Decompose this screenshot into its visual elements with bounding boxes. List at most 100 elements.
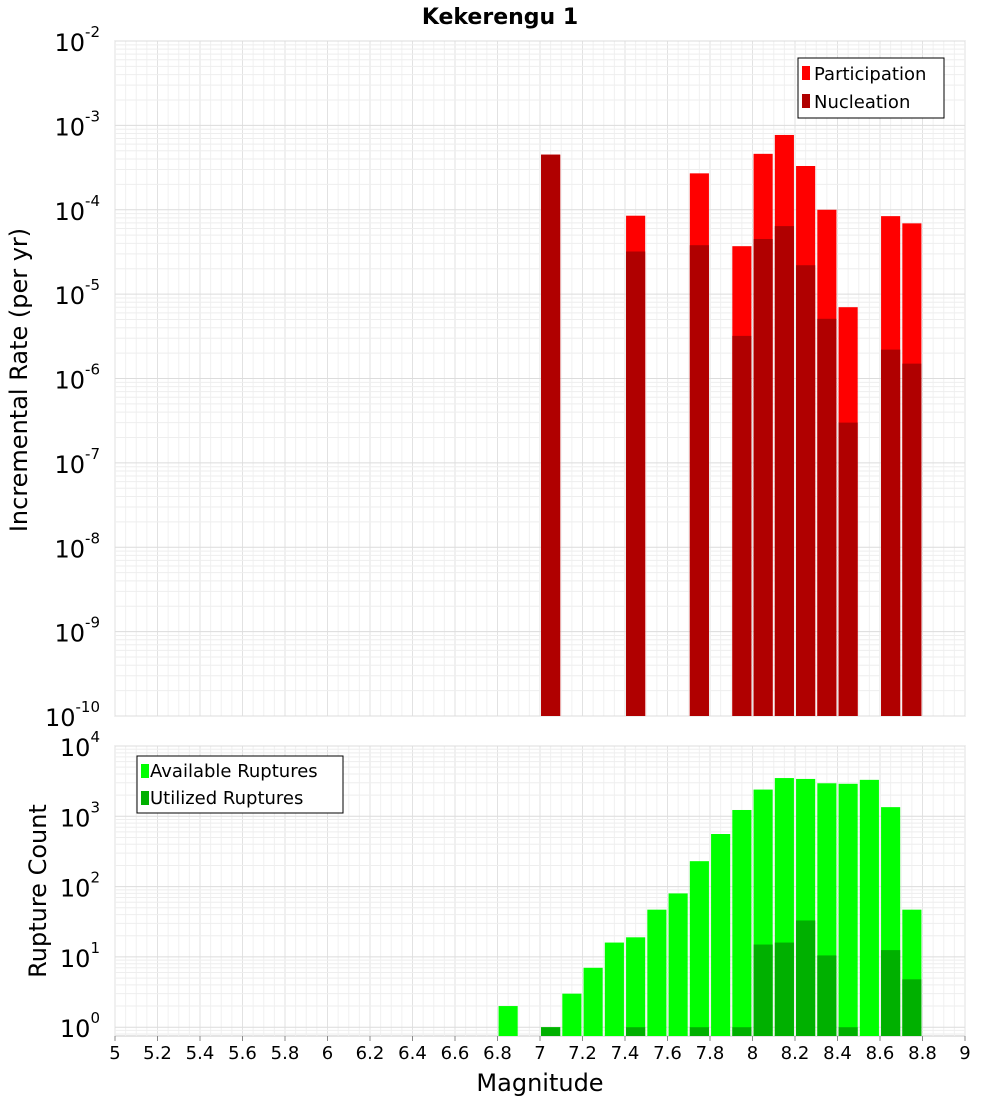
available-ruptures-bar xyxy=(647,909,667,1036)
x-tick-label: 5.8 xyxy=(271,1043,300,1064)
y-tick-label: 104 xyxy=(60,728,100,762)
y-tick-label: 10-7 xyxy=(54,445,100,479)
y-tick-label: 10-6 xyxy=(54,361,100,395)
y-tick-exponent: -7 xyxy=(85,445,100,463)
y-tick-label: 101 xyxy=(60,939,100,973)
x-tick-label: 6.6 xyxy=(441,1043,470,1064)
y-tick-exponent: -10 xyxy=(76,698,101,716)
available-ruptures-bar xyxy=(689,861,709,1036)
nucleation-bar xyxy=(817,318,837,716)
utilized-ruptures-bar xyxy=(774,942,794,1036)
nucleation-bar xyxy=(881,349,901,716)
y-tick-label: 10-5 xyxy=(54,276,100,310)
utilized-ruptures-bar xyxy=(796,920,816,1036)
y-tick-base: 10 xyxy=(54,367,85,395)
available-ruptures-bar xyxy=(562,993,582,1036)
x-tick-label: 7 xyxy=(534,1043,545,1064)
nucleation-bar xyxy=(774,226,794,716)
utilized-ruptures-bar xyxy=(732,1027,752,1036)
available-ruptures-bar xyxy=(732,809,752,1036)
y-tick-label: 103 xyxy=(60,798,100,832)
x-tick-label: 5.2 xyxy=(143,1043,172,1064)
x-tick-label: 9 xyxy=(959,1043,970,1064)
y-tick-label: 10-8 xyxy=(54,529,100,563)
bottom-bars xyxy=(498,778,922,1036)
nucleation-bar xyxy=(541,154,561,716)
legend-available-swatch xyxy=(141,764,149,778)
y-tick-exponent: 1 xyxy=(90,939,100,957)
x-tick-label: 8 xyxy=(747,1043,758,1064)
x-tick-label: 7.8 xyxy=(696,1043,725,1064)
y-tick-exponent: 4 xyxy=(90,728,100,746)
utilized-ruptures-bar xyxy=(881,950,901,1036)
legend-participation-label: Participation xyxy=(814,64,926,85)
utilized-ruptures-bar xyxy=(902,979,922,1036)
available-ruptures-bar xyxy=(838,783,858,1036)
y-tick-label: 10-9 xyxy=(54,614,100,648)
nucleation-bar xyxy=(838,422,858,716)
x-tick-label: 8.4 xyxy=(823,1043,852,1064)
nucleation-bar xyxy=(626,251,646,716)
available-ruptures-bar xyxy=(859,779,879,1036)
x-axis-label: Magnitude xyxy=(476,1069,603,1097)
x-tick-label: 7.6 xyxy=(653,1043,682,1064)
x-tick-label: 6 xyxy=(322,1043,333,1064)
y-tick-base: 10 xyxy=(60,804,91,832)
y-tick-base: 10 xyxy=(60,945,91,973)
utilized-ruptures-bar xyxy=(626,1027,646,1036)
utilized-ruptures-bar xyxy=(689,1027,709,1036)
legend-participation-swatch xyxy=(802,66,810,80)
x-tick-label: 5 xyxy=(109,1043,120,1064)
top-grid xyxy=(114,40,966,717)
y-tick-exponent: -8 xyxy=(85,529,100,547)
available-ruptures-bar xyxy=(583,967,603,1036)
legend-utilized-label: Utilized Ruptures xyxy=(150,788,303,809)
y-tick-base: 10 xyxy=(54,282,85,310)
y-tick-exponent: -2 xyxy=(85,23,100,41)
x-tick-label: 7.2 xyxy=(568,1043,597,1064)
legend-available-label: Available Ruptures xyxy=(150,761,318,782)
x-tick-label: 5.4 xyxy=(186,1043,215,1064)
y-tick-exponent: 2 xyxy=(90,869,100,887)
nucleation-bar xyxy=(796,265,816,716)
y-tick-base: 10 xyxy=(54,198,85,226)
x-tick-label: 8.6 xyxy=(866,1043,895,1064)
y-tick-exponent: -4 xyxy=(85,192,100,210)
nucleation-bar xyxy=(689,245,709,717)
utilized-ruptures-bar xyxy=(838,1027,858,1036)
y-tick-label: 10-3 xyxy=(54,107,100,141)
x-tick-label: 6.8 xyxy=(483,1043,512,1064)
y-tick-label: 10-2 xyxy=(54,23,100,57)
y-tick-label: 102 xyxy=(60,869,100,903)
x-tick-labels: 5 5.2 5.4 5.6 5.8 6 6.2 6.4 6.6 6.8 7 7.2 7.4 7.6 7.8 8… xyxy=(109,1036,971,1064)
top-legend: Participation Nucleation xyxy=(797,57,945,119)
x-tick-label: 7.4 xyxy=(611,1043,640,1064)
y-tick-base: 10 xyxy=(60,734,91,762)
utilized-ruptures-bar xyxy=(753,944,773,1036)
available-ruptures-bar xyxy=(668,893,688,1036)
x-tick-label: 8.8 xyxy=(908,1043,937,1064)
y-tick-base: 10 xyxy=(54,29,85,57)
nucleation-bar xyxy=(902,363,922,716)
utilized-ruptures-bar xyxy=(817,955,837,1036)
y-tick-base: 10 xyxy=(54,620,85,648)
bottom-legend: Available Ruptures Utilized Ruptures xyxy=(136,755,344,814)
x-tick-label: 8.2 xyxy=(781,1043,810,1064)
y-tick-exponent: -9 xyxy=(85,614,100,632)
y-tick-label: 10-4 xyxy=(54,192,100,226)
legend-nucleation-label: Nucleation xyxy=(814,92,910,113)
x-tick-label: 5.6 xyxy=(228,1043,257,1064)
y-tick-base: 10 xyxy=(60,875,91,903)
y-tick-base: 10 xyxy=(54,451,85,479)
y-tick-base: 10 xyxy=(45,704,76,732)
bottom-y-axis-label: Rupture Count xyxy=(24,804,52,978)
available-ruptures-bar xyxy=(711,834,731,1036)
x-tick-label: 6.4 xyxy=(398,1043,427,1064)
top-bars xyxy=(541,134,922,717)
available-ruptures-bar xyxy=(626,937,646,1036)
available-ruptures-bar xyxy=(498,1006,518,1036)
top-y-axis-label: Incremental Rate (per yr) xyxy=(5,228,33,532)
